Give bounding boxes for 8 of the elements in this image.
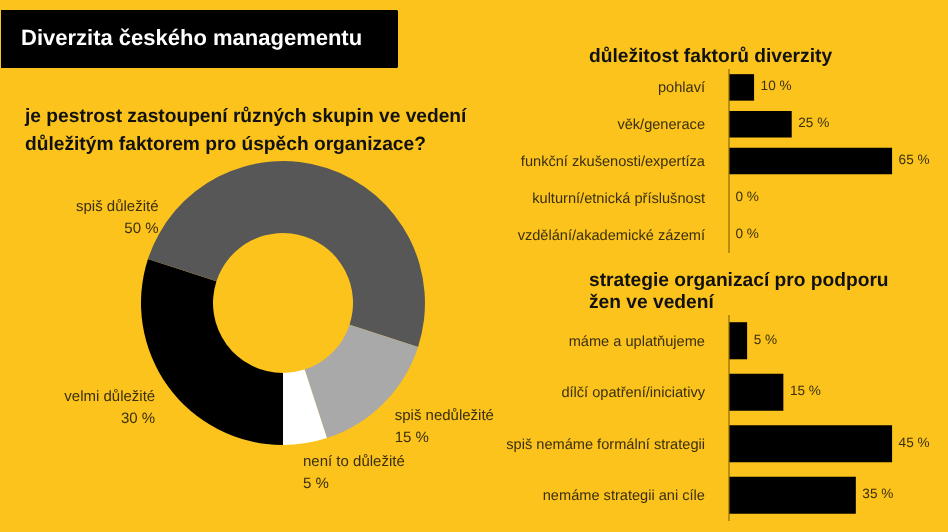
bar <box>729 476 856 514</box>
chart-title: Diverzita českého managementu <box>21 27 363 51</box>
chart-subtitle: je pestrost zastoupení různých skupin ve vedení důležitým faktorem pro úspěch organizace? <box>23 106 468 156</box>
bar <box>729 425 893 463</box>
chart-title: důležitost faktorů diverzity <box>589 46 834 68</box>
bar <box>729 322 748 360</box>
chart-title: strategie organizací pro podporu žen ve vedení <box>589 270 889 314</box>
bar <box>729 373 784 411</box>
